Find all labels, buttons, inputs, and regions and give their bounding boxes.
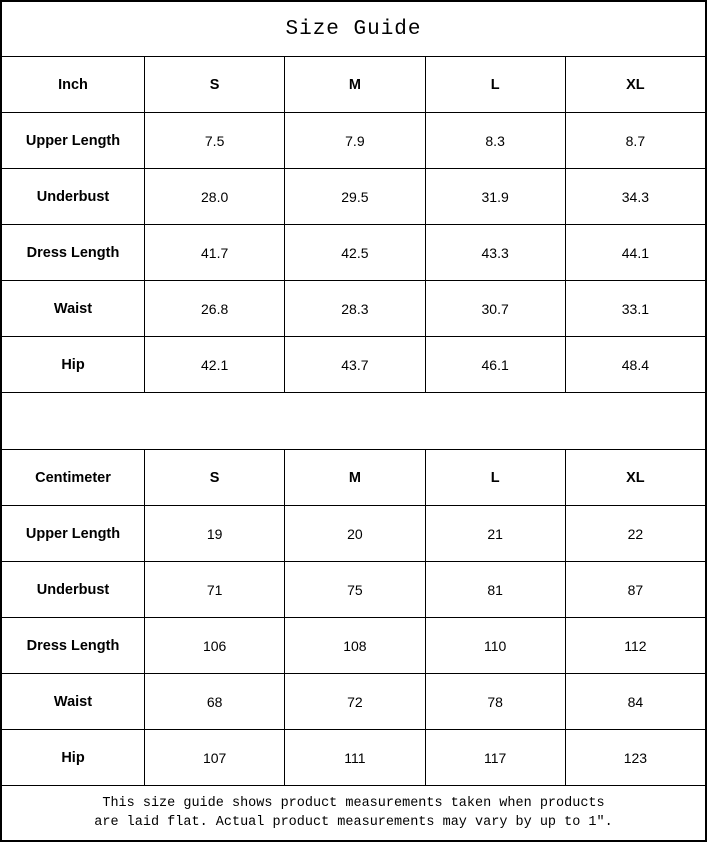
cm-row-label-underbust: Underbust — [2, 561, 144, 617]
title-row: Size Guide — [2, 2, 705, 56]
inch-waist-l: 30.7 — [424, 280, 565, 336]
inch-dress-length-m: 42.5 — [284, 224, 425, 280]
cm-waist-xl: 84 — [564, 673, 705, 729]
cm-row-label-upper-length: Upper Length — [2, 505, 144, 561]
cm-row-label-hip: Hip — [2, 729, 144, 785]
inch-upper-length-m: 7.9 — [284, 112, 425, 168]
inch-size-header-s: S — [144, 56, 285, 112]
inch-underbust-xl: 34.3 — [564, 168, 705, 224]
inch-hip-l: 46.1 — [424, 336, 565, 392]
inch-dress-length-l: 43.3 — [424, 224, 565, 280]
inch-dress-length-xl: 44.1 — [564, 224, 705, 280]
inch-row-label-hip: Hip — [2, 336, 144, 392]
inch-waist-s: 26.8 — [144, 280, 285, 336]
inch-hip-s: 42.1 — [144, 336, 285, 392]
cm-upper-length-m: 20 — [284, 505, 425, 561]
footer-note-line2: are laid flat. Actual product measuremen… — [94, 815, 613, 830]
cm-waist-l: 78 — [424, 673, 565, 729]
size-guide-title: Size Guide — [285, 17, 422, 41]
cm-row-label-dress-length: Dress Length — [2, 617, 144, 673]
inch-row-label-dress-length: Dress Length — [2, 224, 144, 280]
cm-upper-length-xl: 22 — [564, 505, 705, 561]
cm-hip-xl: 123 — [564, 729, 705, 785]
inch-underbust-s: 28.0 — [144, 168, 285, 224]
inch-row-label-waist: Waist — [2, 280, 144, 336]
cm-dress-length-xl: 112 — [564, 617, 705, 673]
inch-upper-length-xl: 8.7 — [564, 112, 705, 168]
footer-note-line1: This size guide shows product measuremen… — [102, 796, 605, 811]
footer-note: This size guide shows product measuremen… — [2, 785, 705, 840]
cm-dress-length-m: 108 — [284, 617, 425, 673]
inch-dress-length-s: 41.7 — [144, 224, 285, 280]
cm-size-header-m: M — [284, 449, 425, 505]
inch-size-header-l: L — [424, 56, 565, 112]
cm-underbust-m: 75 — [284, 561, 425, 617]
cm-hip-s: 107 — [144, 729, 285, 785]
cm-size-header-l: L — [424, 449, 565, 505]
cm-unit-header: Centimeter — [2, 449, 144, 505]
cm-underbust-s: 71 — [144, 561, 285, 617]
inch-underbust-m: 29.5 — [284, 168, 425, 224]
cm-underbust-xl: 87 — [564, 561, 705, 617]
inch-row-label-underbust: Underbust — [2, 168, 144, 224]
inch-unit-header: Inch — [2, 56, 144, 112]
inch-upper-length-l: 8.3 — [424, 112, 565, 168]
cm-underbust-l: 81 — [424, 561, 565, 617]
cm-waist-m: 72 — [284, 673, 425, 729]
cm-hip-m: 111 — [284, 729, 425, 785]
cm-dress-length-s: 106 — [144, 617, 285, 673]
cm-size-header-s: S — [144, 449, 285, 505]
inch-waist-xl: 33.1 — [564, 280, 705, 336]
centimeter-table: Centimeter S M L XL Upper Length 19 20 2… — [2, 449, 705, 785]
cm-row-label-waist: Waist — [2, 673, 144, 729]
inch-hip-m: 43.7 — [284, 336, 425, 392]
cm-waist-s: 68 — [144, 673, 285, 729]
cm-dress-length-l: 110 — [424, 617, 565, 673]
cm-size-header-xl: XL — [564, 449, 705, 505]
inch-row-label-upper-length: Upper Length — [2, 112, 144, 168]
inch-hip-xl: 48.4 — [564, 336, 705, 392]
inch-upper-length-s: 7.5 — [144, 112, 285, 168]
inch-waist-m: 28.3 — [284, 280, 425, 336]
inch-size-header-m: M — [284, 56, 425, 112]
inch-underbust-l: 31.9 — [424, 168, 565, 224]
cm-hip-l: 117 — [424, 729, 565, 785]
cm-upper-length-s: 19 — [144, 505, 285, 561]
cm-upper-length-l: 21 — [424, 505, 565, 561]
inch-size-header-xl: XL — [564, 56, 705, 112]
spacer-row — [2, 392, 705, 449]
inch-table: Inch S M L XL Upper Length 7.5 7.9 8.3 8… — [2, 56, 705, 392]
